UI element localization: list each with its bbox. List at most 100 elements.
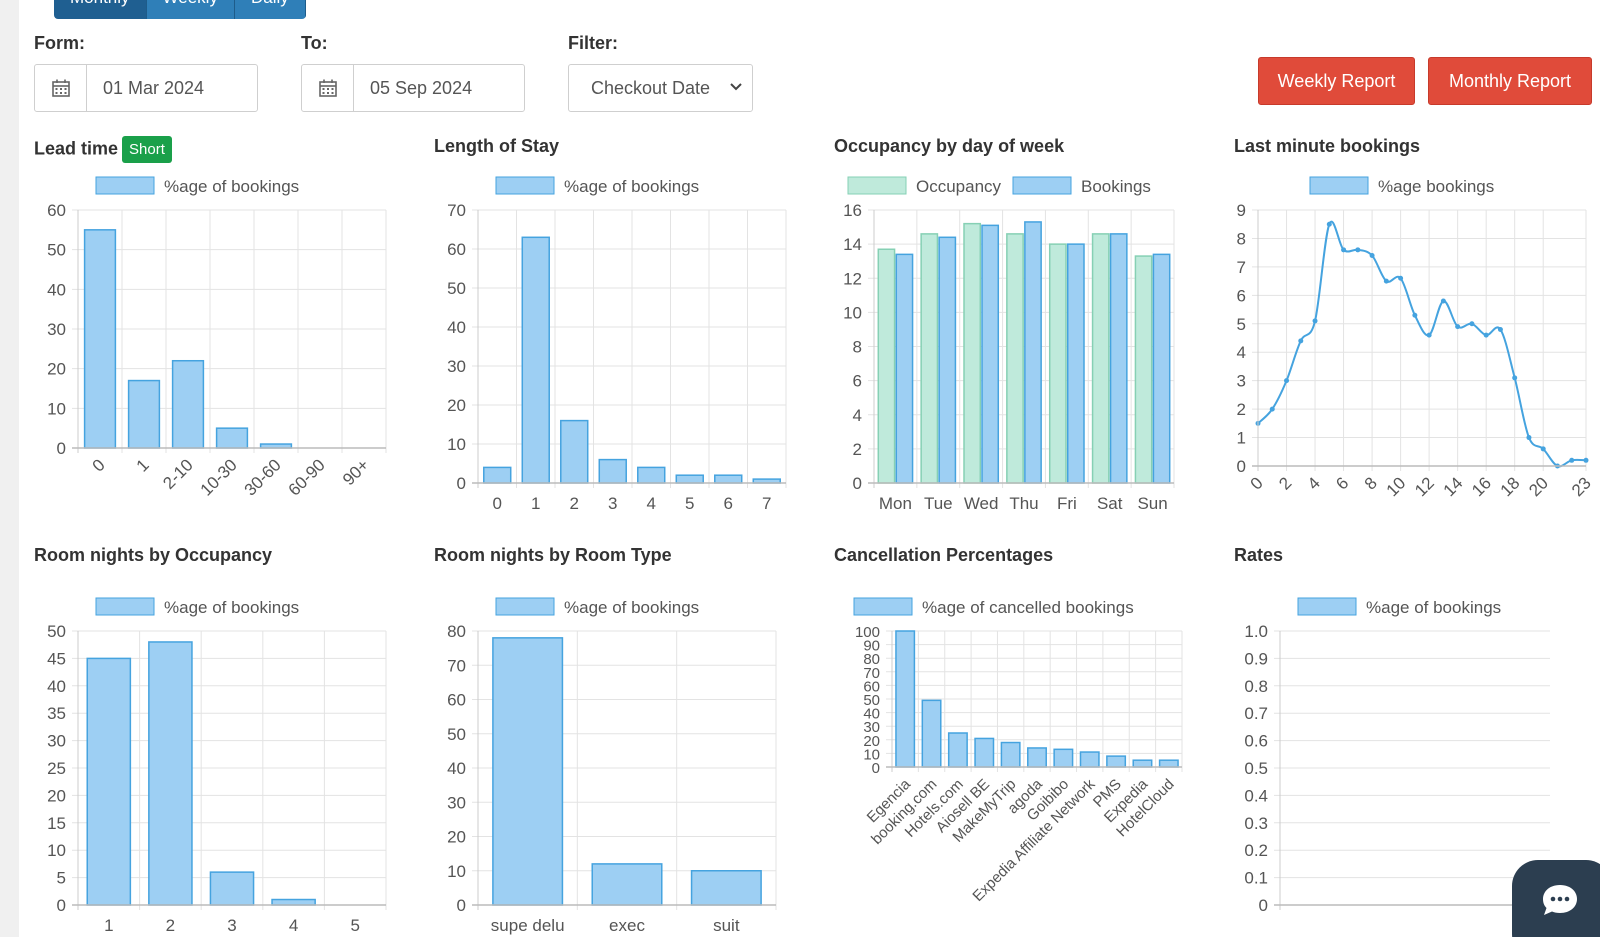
bar <box>209 871 255 906</box>
legend-swatch <box>1309 176 1369 195</box>
filter-label: Filter: <box>568 33 619 53</box>
y-tick-label: 0.1 <box>1244 869 1268 888</box>
bar <box>1024 221 1042 484</box>
y-tick-label: 50 <box>447 279 466 298</box>
bar <box>560 419 589 484</box>
chat-button[interactable] <box>1512 860 1600 937</box>
y-tick-label: 0.5 <box>1244 759 1268 778</box>
weekly-report-button[interactable]: Weekly Report <box>1258 57 1415 105</box>
y-tick-label: 40 <box>447 318 466 337</box>
bar <box>492 637 564 906</box>
tab-daily[interactable]: Daily <box>234 0 306 19</box>
chevron-down-icon <box>728 79 744 100</box>
x-tick-label: 14 <box>1440 473 1467 500</box>
data-point <box>1298 338 1304 344</box>
y-tick-label: 100 <box>855 624 880 641</box>
y-tick-label: 0 <box>57 896 66 915</box>
x-tick-label: 2 <box>570 494 579 513</box>
y-tick-label: 60 <box>447 691 466 710</box>
data-point <box>1326 221 1332 227</box>
bar <box>690 870 762 906</box>
calendar-icon[interactable] <box>35 65 87 111</box>
y-tick-label: 0 <box>853 474 862 493</box>
y-tick-label: 60 <box>47 201 66 220</box>
data-point <box>1440 298 1446 304</box>
data-point <box>1269 406 1275 412</box>
bar <box>963 222 982 484</box>
x-tick-label: exec <box>609 916 645 935</box>
rates-title: Rates <box>1234 545 1284 565</box>
legend-label: %age bookings <box>1378 177 1494 196</box>
y-tick-label: 10 <box>447 862 466 881</box>
data-point <box>1426 332 1432 338</box>
bar <box>1158 759 1179 768</box>
y-tick-label: 80 <box>447 622 466 641</box>
data-point <box>1312 318 1318 324</box>
view-tabs: Monthly Weekly Daily <box>54 0 306 19</box>
y-tick-label: 0 <box>57 439 66 458</box>
y-tick-label: 5 <box>57 869 66 888</box>
x-tick-label: suit <box>713 916 740 935</box>
y-tick-label: 25 <box>47 759 66 778</box>
bar <box>981 224 1000 484</box>
y-tick-label: 80 <box>863 651 880 668</box>
y-tick-label: 10 <box>843 303 862 322</box>
to-date-field <box>301 64 525 112</box>
x-tick-label: Tue <box>924 494 953 513</box>
y-tick-label: 20 <box>447 828 466 847</box>
tab-weekly[interactable]: Weekly <box>146 0 235 19</box>
bar <box>148 641 193 906</box>
data-point <box>1583 457 1589 463</box>
y-tick-label: 40 <box>447 759 466 778</box>
lead-time-title-text: Lead time <box>34 138 119 159</box>
y-tick-label: 70 <box>447 656 466 675</box>
legend-swatch <box>1297 597 1357 616</box>
y-tick-label: 40 <box>47 677 66 696</box>
legend-swatch <box>847 176 907 195</box>
bar <box>974 737 995 768</box>
left-sidebar-strip <box>0 0 19 937</box>
x-tick-label: Sun <box>1137 494 1167 513</box>
data-point <box>1569 457 1575 463</box>
room-nights-occupancy-title: Room nights by Occupancy <box>34 545 273 565</box>
y-tick-label: 10 <box>47 841 66 860</box>
calendar-icon[interactable] <box>302 65 354 111</box>
x-tick-label: Sat <box>1097 494 1123 513</box>
x-tick-label: 0 <box>493 494 502 513</box>
bar <box>521 236 550 484</box>
y-tick-label: 30 <box>47 320 66 339</box>
legend-label: %age of bookings <box>564 598 699 617</box>
data-point <box>1383 278 1389 284</box>
tab-monthly[interactable]: Monthly <box>54 0 147 19</box>
legend-label: %age of cancelled bookings <box>922 598 1134 617</box>
to-date-input[interactable] <box>354 65 524 111</box>
filter-select[interactable]: Checkout Date <box>568 64 753 112</box>
occupancy-dow-title: Occupancy by day of week <box>834 136 1065 156</box>
y-tick-label: 0 <box>457 896 466 915</box>
data-point <box>1455 324 1461 330</box>
x-tick-label: 2-10 <box>159 455 196 492</box>
x-tick-label: 4 <box>289 916 298 935</box>
y-tick-label: 16 <box>843 201 862 220</box>
data-point <box>1497 326 1503 332</box>
x-tick-label: 0 <box>1247 473 1267 493</box>
bar <box>895 253 914 484</box>
y-tick-label: 0.4 <box>1244 786 1268 805</box>
data-point <box>1341 247 1347 253</box>
x-tick-label: 18 <box>1497 473 1524 500</box>
y-tick-label: 30 <box>47 732 66 751</box>
y-tick-label: 50 <box>447 725 466 744</box>
from-date-input[interactable] <box>87 65 257 111</box>
y-tick-label: 0.8 <box>1244 677 1268 696</box>
legend-label: %age of bookings <box>564 177 699 196</box>
y-tick-label: 14 <box>843 235 862 254</box>
bar <box>83 229 117 449</box>
x-tick-label: 4 <box>1304 473 1324 493</box>
y-tick-label: 10 <box>47 399 66 418</box>
x-tick-label: 20 <box>1525 473 1552 500</box>
y-tick-label: 0.7 <box>1244 704 1268 723</box>
data-point <box>1369 253 1375 259</box>
y-tick-label: 8 <box>853 338 862 357</box>
monthly-report-button[interactable]: Monthly Report <box>1428 57 1592 105</box>
y-tick-label: 50 <box>863 692 880 709</box>
